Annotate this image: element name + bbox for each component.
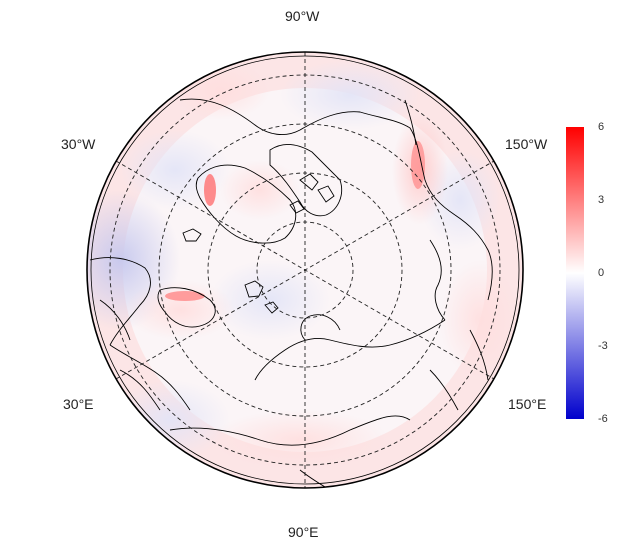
graticule xyxy=(109,52,501,488)
lon-label-150w: 150°W xyxy=(505,136,548,152)
lon-label-30e: 30°E xyxy=(63,396,94,412)
coastlines xyxy=(89,98,493,488)
colorbar-ramp xyxy=(566,127,584,419)
lon-label-90e: 90°E xyxy=(288,524,319,540)
lon-label-30w: 30°W xyxy=(61,136,96,152)
colorbar-tick-neg6: -6 xyxy=(598,413,608,425)
colorbar xyxy=(566,127,584,419)
colorbar-tick-6: 6 xyxy=(598,121,605,133)
lon-label-150e: 150°E xyxy=(508,396,547,412)
map-border xyxy=(86,51,524,489)
colorbar-tick-0: 0 xyxy=(598,267,605,279)
map-border-inner xyxy=(90,55,520,485)
colorbar-tick-neg3: -3 xyxy=(598,340,608,352)
anomaly-field xyxy=(87,52,523,488)
colorbar-tick-3: 3 xyxy=(598,194,605,206)
lon-label-90w: 90°W xyxy=(285,8,320,24)
